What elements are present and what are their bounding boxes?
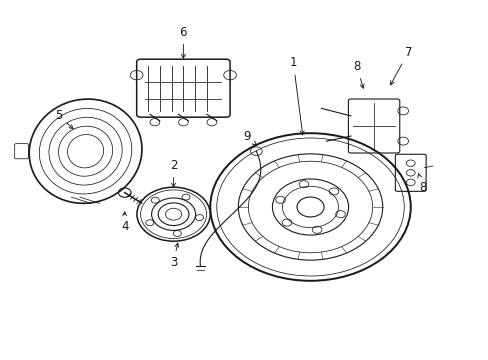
Text: 8: 8 [417, 174, 426, 194]
Text: 3: 3 [169, 243, 179, 269]
Text: 2: 2 [169, 159, 177, 187]
Text: 9: 9 [243, 130, 256, 145]
Text: 6: 6 [179, 26, 187, 58]
Text: 1: 1 [289, 57, 304, 135]
Text: 8: 8 [352, 60, 363, 88]
Text: 4: 4 [121, 212, 128, 233]
Text: 7: 7 [390, 46, 411, 85]
Text: 5: 5 [55, 109, 73, 129]
